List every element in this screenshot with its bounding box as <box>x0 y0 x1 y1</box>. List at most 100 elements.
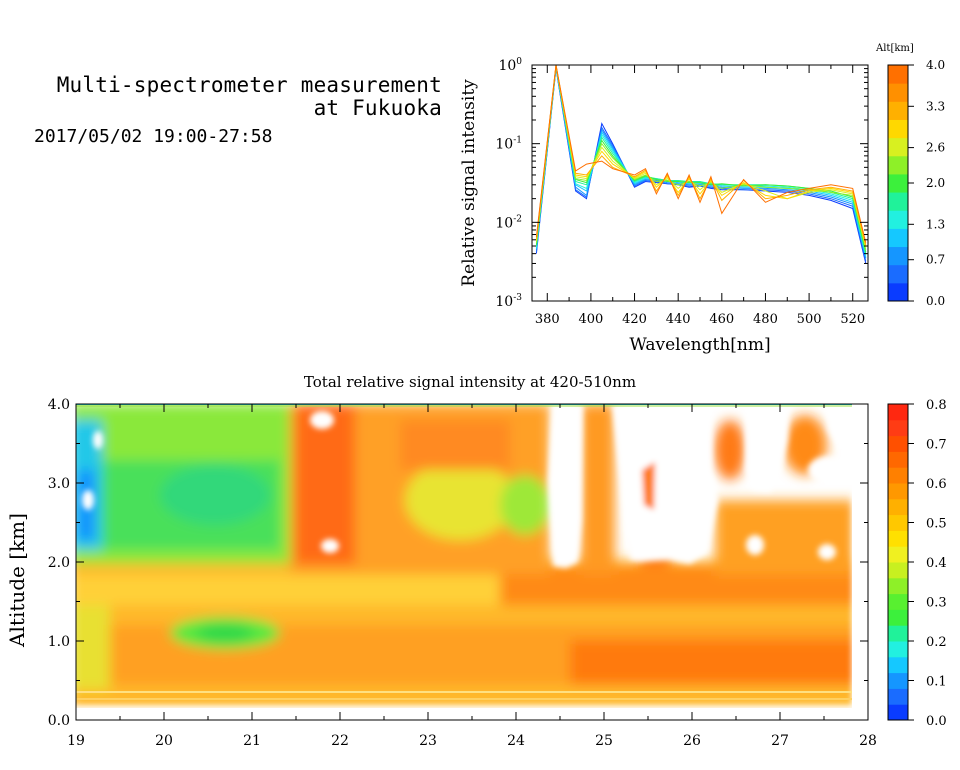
missing-data-region-6 <box>700 470 715 500</box>
missing-data-region-2 <box>612 404 718 564</box>
intensity-colorbar-cell <box>888 609 908 626</box>
heatmap-y-tick-label: 3.0 <box>48 476 70 492</box>
missing-data-region-inner <box>642 462 655 510</box>
heatmap-x-tick-label: 26 <box>683 733 701 749</box>
heatmap-x-tick-label: 23 <box>419 733 437 749</box>
heatmap-y-tick-label: 2.0 <box>48 555 70 571</box>
measurement-datetime: 2017/05/02 19:00-27:58 <box>34 126 273 147</box>
altitude-colorbar: Alt[km] 0.0 0.7 1.3 2.0 2.6 3.3 4.0 <box>875 43 945 308</box>
intensity-colorbar-cell <box>888 435 908 452</box>
spectrum-series-line <box>535 65 867 250</box>
intensity-colorbar-tick-label: 0.1 <box>926 675 947 690</box>
tick-exponent: -1 <box>513 136 522 146</box>
title-line-2: at Fukuoka <box>313 96 442 120</box>
intensity-colorbar-ticks: 0.0 0.1 0.2 0.3 0.4 0.5 0.6 0.7 0.8 <box>908 398 947 729</box>
heatmap-y-tick-label: 4.0 <box>48 397 70 413</box>
intensity-colorbar-cell <box>888 625 908 642</box>
tick-base: 10 <box>495 294 513 310</box>
heatmap-x-tick-label: 24 <box>507 733 525 749</box>
intensity-colorbar-cell <box>888 577 908 595</box>
intensity-colorbar-cell <box>888 641 908 658</box>
intensity-colorbar-tick-label: 0.3 <box>926 596 947 611</box>
heatmap-yellow-strip <box>76 575 540 605</box>
heatmap-blurred-layers <box>76 404 852 708</box>
intensity-colorbar-cell <box>888 704 908 721</box>
intensity-colorbar-cell <box>888 419 908 437</box>
heatmap-x-tick-label: 28 <box>859 733 877 749</box>
spectrum-chart: 380 400 420 440 460 480 500 520 10-310-210-1100… <box>459 57 869 355</box>
altitude-colorbar-cell <box>888 282 908 302</box>
heatmap-x-tick-label: 20 <box>155 733 173 749</box>
heatmap-missing-data <box>76 404 872 710</box>
intensity-colorbar-cell <box>888 672 908 689</box>
heatmap-field <box>76 404 872 710</box>
spectrum-x-label: Wavelength[nm] <box>629 335 770 355</box>
heatmap-x-tick-label: 19 <box>67 733 85 749</box>
altitude-colorbar-cell <box>888 192 908 211</box>
intensity-colorbar-cell <box>888 404 908 421</box>
heatmap-column-25 <box>580 404 615 574</box>
heatmap-y-tick-label: 1.0 <box>48 634 70 650</box>
tick-base: 10 <box>498 58 516 74</box>
spectrum-x-ticks: 380 400 420 440 460 480 500 520 <box>535 65 865 327</box>
intensity-colorbar-cell <box>888 688 908 705</box>
altitude-colorbar-ticks: 0.0 0.7 1.3 2.0 2.6 3.3 4.0 <box>908 58 945 308</box>
heatmap-chart: Total relative signal intensity at 420-5… <box>5 373 877 749</box>
heatmap-y-label: Altitude [km] <box>5 513 29 648</box>
spectrum-x-tick-label: 420 <box>622 312 647 327</box>
spectrum-series-line <box>535 66 867 256</box>
heatmap-x-tick-label: 25 <box>595 733 613 749</box>
altitude-colorbar-cell <box>888 155 908 175</box>
heatmap-title: Total relative signal intensity at 420-5… <box>304 373 636 391</box>
altitude-colorbar-cells <box>888 65 908 302</box>
heatmap-mid-green-patch <box>500 475 550 535</box>
altitude-colorbar-cell <box>888 65 908 84</box>
heatmap-low-band-strong <box>570 640 852 685</box>
altitude-colorbar-cell <box>888 228 908 248</box>
spectrum-y-tick-label: 100 <box>498 57 522 74</box>
heatmap-y-ticks: 0.0 1.0 2.0 3.0 4.0 <box>48 397 868 729</box>
heatmap-x-tick-label: 27 <box>771 733 789 749</box>
altitude-colorbar-tick-label: 0.0 <box>926 294 945 308</box>
tick-exponent: -2 <box>513 214 522 224</box>
heatmap-x-tick-label: 22 <box>331 733 349 749</box>
spectrum-series-line <box>535 65 867 254</box>
altitude-colorbar-cell <box>888 83 908 102</box>
heatmap-y-tick-label: 0.0 <box>48 713 70 729</box>
spectrum-series-line <box>535 65 867 248</box>
intensity-colorbar-cell <box>888 530 908 547</box>
missing-data-hole-7 <box>93 431 103 449</box>
missing-data-region-3 <box>745 404 790 492</box>
tick-base: 10 <box>495 215 513 231</box>
altitude-colorbar-cell <box>888 246 908 266</box>
heatmap-late-upper-layer <box>715 500 852 575</box>
missing-data-region-1 <box>548 404 583 568</box>
missing-data-hole-5 <box>658 416 670 440</box>
figure-title: Multi-spectrometer measurement at Fukuok… <box>12 74 442 120</box>
spectrum-x-tick-label: 440 <box>666 312 691 327</box>
tick-exponent: 0 <box>516 57 522 67</box>
spectrum-y-tick-label: 10-1 <box>495 136 522 153</box>
spectrum-x-tick-label: 380 <box>535 312 560 327</box>
spectrum-series-line <box>535 65 867 245</box>
missing-data-after-end <box>852 404 872 710</box>
altitude-colorbar-cell <box>888 210 908 229</box>
intensity-colorbar-tick-label: 0.4 <box>926 556 947 571</box>
spectrum-series-line <box>535 67 867 258</box>
intensity-colorbar: 0.0 0.1 0.2 0.3 0.4 0.5 0.6 0.7 0.8 <box>887 398 947 729</box>
spectrum-series-line <box>535 65 867 253</box>
missing-data-hole-1 <box>746 535 764 555</box>
heatmap-x-tick-label: 21 <box>243 733 261 749</box>
intensity-colorbar-tick-label: 0.5 <box>926 517 947 532</box>
spectrum-x-tick-label: 400 <box>578 312 603 327</box>
intensity-colorbar-cell <box>888 467 908 484</box>
altitude-colorbar-cell <box>888 119 908 139</box>
spectrum-y-tick-label: 10-2 <box>495 214 522 231</box>
intensity-colorbar-tick-label: 0.8 <box>926 398 947 413</box>
missing-data-below-range <box>76 706 852 708</box>
heatmap-late-column-1 <box>714 420 746 480</box>
altitude-colorbar-tick-label: 1.3 <box>926 217 945 231</box>
intensity-colorbar-cell <box>888 562 908 579</box>
altitude-colorbar-cell <box>888 264 908 284</box>
